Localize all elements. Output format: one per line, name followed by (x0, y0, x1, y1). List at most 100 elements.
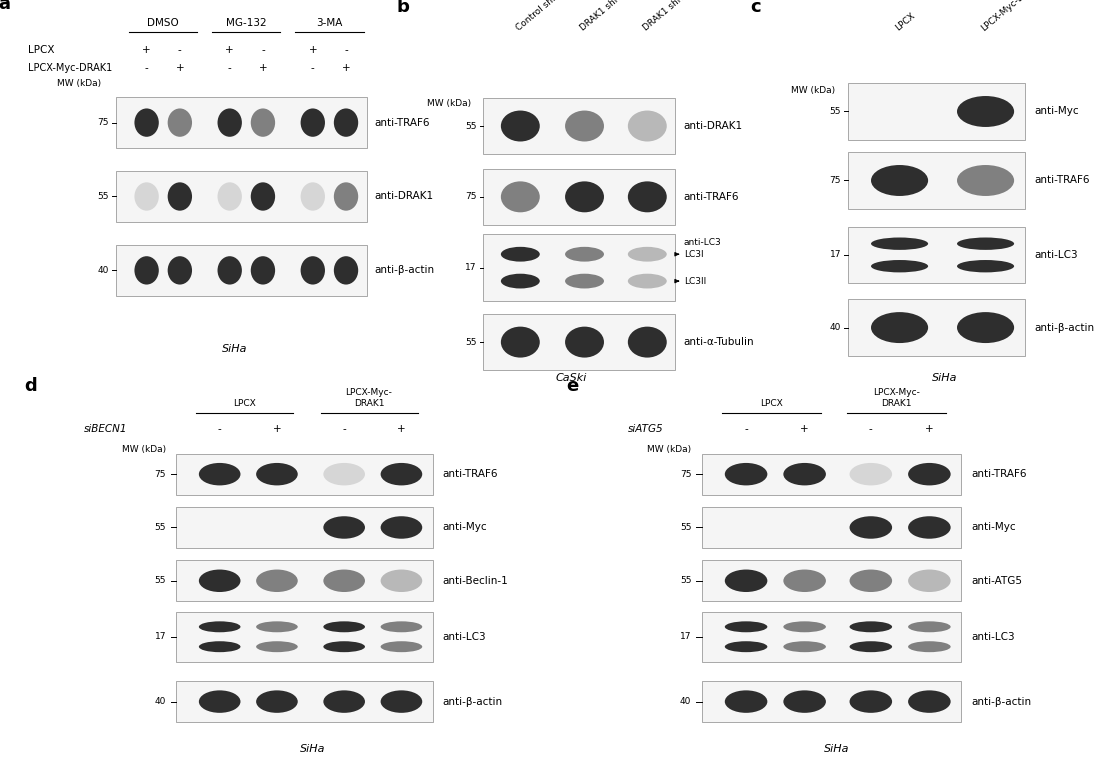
Text: siATG5: siATG5 (628, 424, 664, 434)
Text: 75: 75 (466, 192, 477, 201)
Text: 55: 55 (466, 337, 477, 347)
Text: anti-TRAF6: anti-TRAF6 (971, 469, 1027, 480)
Ellipse shape (849, 622, 892, 633)
Text: -: - (144, 62, 149, 73)
Ellipse shape (199, 463, 241, 486)
Ellipse shape (871, 237, 928, 250)
Text: LPCX: LPCX (760, 398, 783, 408)
Bar (176, 560, 433, 601)
Ellipse shape (199, 622, 241, 633)
Text: anti-DRAK1: anti-DRAK1 (684, 121, 743, 131)
Text: 40: 40 (680, 697, 692, 706)
Ellipse shape (501, 326, 539, 358)
Text: -: - (869, 424, 873, 434)
Bar (482, 314, 675, 370)
Ellipse shape (323, 516, 365, 539)
Ellipse shape (957, 237, 1014, 250)
Ellipse shape (256, 622, 298, 633)
Ellipse shape (199, 690, 241, 713)
Ellipse shape (565, 181, 604, 212)
Ellipse shape (217, 182, 242, 211)
Ellipse shape (783, 463, 826, 486)
Text: anti-Myc: anti-Myc (442, 522, 487, 533)
Text: -: - (218, 424, 222, 434)
Text: LPCX: LPCX (233, 398, 256, 408)
Ellipse shape (333, 256, 358, 284)
Bar (116, 171, 367, 223)
Ellipse shape (251, 182, 275, 211)
Text: 17: 17 (466, 263, 477, 272)
Text: 40: 40 (830, 323, 841, 332)
Text: anti-LC3: anti-LC3 (442, 632, 486, 642)
Ellipse shape (301, 109, 325, 137)
Text: anti-TRAF6: anti-TRAF6 (684, 192, 740, 201)
Ellipse shape (909, 516, 951, 539)
Bar (848, 152, 1025, 209)
Text: 40: 40 (154, 697, 166, 706)
Ellipse shape (217, 109, 242, 137)
Ellipse shape (783, 690, 826, 713)
Ellipse shape (849, 569, 892, 592)
Ellipse shape (168, 182, 192, 211)
Ellipse shape (301, 182, 325, 211)
Ellipse shape (565, 247, 604, 262)
Ellipse shape (380, 690, 422, 713)
Text: LPCX-Myc-DRAK1: LPCX-Myc-DRAK1 (28, 62, 112, 73)
Text: 55: 55 (680, 523, 692, 532)
Text: +: + (397, 424, 406, 434)
Bar (176, 454, 433, 494)
Ellipse shape (380, 463, 422, 486)
Text: 55: 55 (97, 192, 109, 201)
Text: c: c (751, 0, 761, 16)
Bar (848, 226, 1025, 283)
Ellipse shape (323, 641, 365, 652)
Text: 17: 17 (680, 633, 692, 641)
Ellipse shape (134, 256, 159, 284)
Text: +: + (142, 45, 151, 55)
Text: siBECN1: siBECN1 (84, 424, 128, 434)
Ellipse shape (323, 622, 365, 633)
Text: anti-β-actin: anti-β-actin (1034, 323, 1094, 333)
Text: anti-TRAF6: anti-TRAF6 (375, 118, 430, 127)
Ellipse shape (251, 109, 275, 137)
Bar (116, 244, 367, 296)
Text: SiHa: SiHa (932, 373, 958, 383)
Ellipse shape (256, 463, 298, 486)
Ellipse shape (783, 641, 826, 652)
Text: 55: 55 (680, 576, 692, 585)
Bar (176, 681, 433, 722)
Ellipse shape (565, 111, 604, 141)
Bar (482, 234, 675, 301)
Ellipse shape (725, 690, 768, 713)
Ellipse shape (628, 111, 667, 141)
Ellipse shape (849, 641, 892, 652)
Text: -: - (178, 45, 181, 55)
Bar (482, 98, 675, 154)
Ellipse shape (909, 641, 951, 652)
Ellipse shape (501, 247, 539, 262)
Text: 17: 17 (829, 251, 841, 259)
Text: LPCX-Myc-
DRAK1: LPCX-Myc- DRAK1 (873, 388, 920, 408)
Bar (176, 507, 433, 548)
Ellipse shape (168, 109, 192, 137)
Text: 75: 75 (829, 176, 841, 185)
Ellipse shape (134, 182, 159, 211)
Text: 3-MA: 3-MA (317, 18, 342, 28)
Text: -: - (342, 424, 346, 434)
Text: +: + (176, 62, 185, 73)
Text: MG-132: MG-132 (226, 18, 266, 28)
Ellipse shape (957, 260, 1014, 273)
Text: -: - (261, 45, 265, 55)
Text: LC3I: LC3I (684, 250, 704, 259)
Ellipse shape (565, 273, 604, 288)
Text: a: a (0, 0, 10, 12)
Ellipse shape (134, 109, 159, 137)
Ellipse shape (849, 463, 892, 486)
Text: 55: 55 (154, 523, 166, 532)
Ellipse shape (849, 516, 892, 539)
Text: CaSki: CaSki (555, 373, 586, 383)
Ellipse shape (301, 256, 325, 284)
Text: anti-Beclin-1: anti-Beclin-1 (442, 576, 508, 586)
Ellipse shape (628, 181, 667, 212)
Text: +: + (800, 424, 809, 434)
